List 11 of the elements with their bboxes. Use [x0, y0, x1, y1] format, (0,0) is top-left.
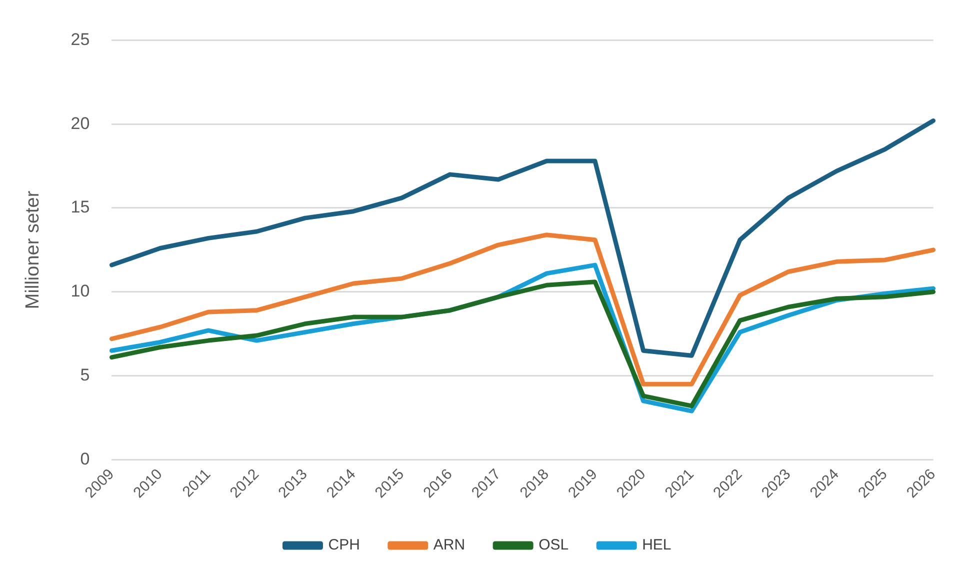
y-axis-title: Millioner seter — [22, 190, 44, 310]
y-tick-label: 10 — [70, 282, 90, 301]
legend-label: OSL — [538, 536, 569, 554]
y-tick-label: 25 — [70, 30, 90, 49]
y-tick-label: 20 — [70, 114, 90, 133]
y-tick-label: 0 — [80, 449, 90, 468]
y-tick-label: 5 — [80, 365, 90, 384]
legend-label: HEL — [642, 536, 672, 554]
y-tick-label: 15 — [70, 198, 90, 217]
legend-label: CPH — [328, 536, 360, 554]
legend-label: ARN — [433, 536, 466, 554]
